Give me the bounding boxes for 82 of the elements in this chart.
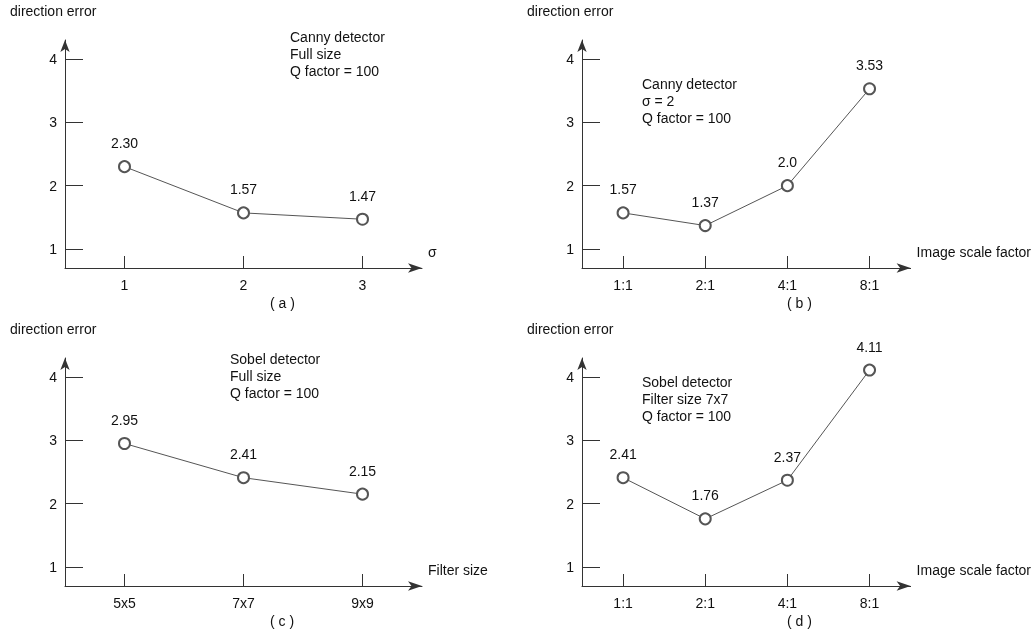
data-label: 3.53 — [855, 57, 884, 74]
x-tick-label: 4:1 — [777, 277, 798, 293]
x-tick-label: 1:1 — [613, 595, 634, 611]
x-tick-label: 1 — [120, 277, 129, 293]
x-tick-label: 3 — [358, 277, 367, 293]
point — [616, 471, 630, 485]
y-tick-label: 4 — [566, 369, 575, 385]
annotation: Full size — [290, 45, 342, 62]
point — [237, 471, 250, 485]
data-label: 1.37 — [691, 194, 720, 211]
y-axis-title: direction error — [527, 3, 614, 19]
text: ( c ) — [270, 613, 295, 629]
text: ( a ) — [270, 295, 295, 311]
x-tick-label: 8:1 — [859, 277, 880, 293]
y-tick-label: 2 — [566, 495, 575, 512]
x-tick-label: 9x9 — [351, 595, 374, 611]
x-tick-label: 4:1 — [777, 595, 798, 611]
x-tick-label: 8:1 — [859, 595, 880, 611]
data-label: 2.30 — [110, 135, 139, 152]
y-tick-label: 3 — [566, 432, 575, 449]
point — [118, 160, 131, 174]
y-axis-title: direction error — [10, 321, 97, 337]
x-tick-label: 5x5 — [113, 595, 136, 611]
data-label: 4.11 — [856, 338, 883, 355]
annotation: Full size — [230, 367, 282, 384]
x-axis-title: Filter size — [428, 562, 489, 578]
text: ( b ) — [787, 295, 812, 311]
point — [863, 363, 877, 377]
y-tick-label: 1 — [566, 559, 575, 575]
data-label: 2.37 — [773, 448, 802, 465]
y-tick-label: 4 — [49, 369, 58, 385]
point — [616, 206, 630, 220]
x-axis-title: Image scale factor — [916, 244, 1032, 260]
annotation: Canny detector — [290, 28, 386, 45]
point — [698, 512, 712, 526]
data-label: 2.95 — [110, 412, 139, 428]
annotation: σ = 2 — [642, 92, 675, 109]
annotation: Q factor = 100 — [642, 109, 732, 126]
x-axis-title: Image scale factor — [916, 562, 1032, 578]
y-tick-label: 1 — [566, 241, 575, 257]
y-tick-label: 2 — [566, 177, 575, 194]
annotation: Q factor = 100 — [642, 407, 732, 424]
point — [356, 212, 369, 226]
y-tick-label: 4 — [49, 51, 58, 67]
y-tick-label: 1 — [49, 241, 58, 257]
y-tick-label: 4 — [566, 51, 575, 67]
data-label: 2.0 — [777, 154, 798, 171]
x-tick-label: 2:1 — [695, 595, 716, 611]
annotation: Sobel detector — [642, 373, 733, 390]
annotation: Filter size 7x7 — [642, 390, 729, 407]
annotation: Q factor = 100 — [230, 384, 320, 401]
point — [356, 487, 369, 501]
y-axis-title: direction error — [527, 321, 614, 337]
data-label: 1.47 — [348, 187, 377, 204]
y-tick-label: 3 — [566, 114, 575, 131]
data-label: 2.15 — [348, 462, 377, 479]
point — [698, 219, 712, 233]
annotation: Q factor = 100 — [290, 62, 380, 79]
annotation: Sobel detector — [230, 350, 321, 367]
y-tick-label: 3 — [49, 114, 58, 131]
data-label: 1.57 — [229, 181, 258, 198]
y-tick-label: 3 — [49, 432, 58, 449]
point — [780, 179, 794, 193]
y-tick-label: 1 — [49, 559, 58, 575]
point — [780, 473, 794, 487]
y-tick-label: 2 — [49, 495, 58, 512]
data-label: 2.41 — [609, 446, 637, 463]
point — [118, 437, 131, 450]
point — [863, 82, 877, 96]
x-tick-label: 7x7 — [232, 595, 255, 611]
y-tick-label: 2 — [49, 177, 58, 194]
data-label: 1.57 — [609, 181, 637, 198]
annotation: Canny detector — [642, 75, 738, 92]
x-tick-label: 2:1 — [695, 277, 716, 293]
x-tick-label: 2 — [239, 277, 248, 293]
data-label: 2.41 — [229, 446, 258, 463]
text: ( d ) — [787, 613, 812, 629]
x-axis-title: σ — [428, 244, 437, 260]
x-tick-label: 1:1 — [613, 277, 634, 293]
y-axis-title: direction error — [10, 3, 97, 19]
point — [237, 206, 250, 220]
data-label: 1.76 — [691, 487, 720, 504]
